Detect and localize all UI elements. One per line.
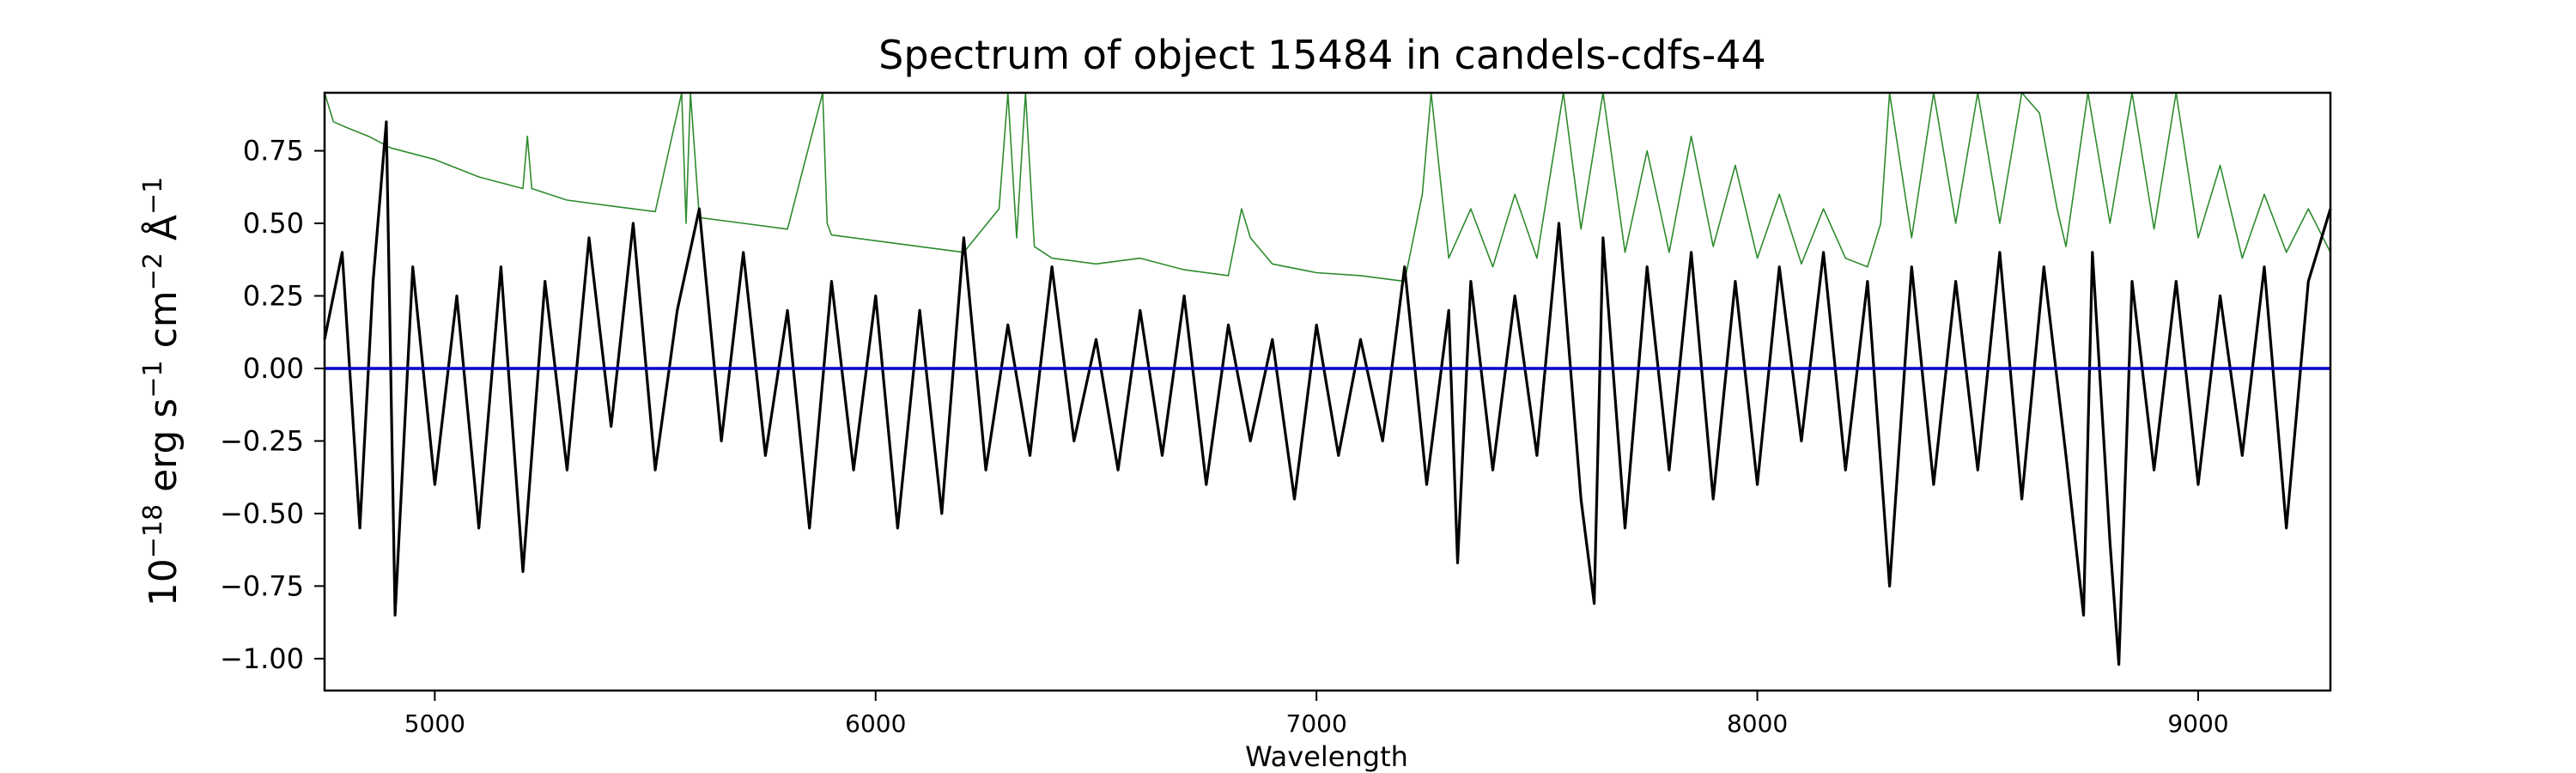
y-tick-label: −1.00 [220, 642, 304, 675]
x-tick-label: 9000 [2167, 709, 2228, 738]
flux-series-line [323, 120, 2332, 666]
x-tick-label: 6000 [845, 709, 906, 738]
y-tick-label: 0.25 [243, 280, 304, 313]
x-tick-label: 5000 [404, 709, 465, 738]
y-axis: 0.75 0.50 0.25 0.00 −0.25 −0.50 −0.75 −1.00 [220, 135, 325, 675]
y-tick-label: −0.75 [220, 569, 304, 602]
y-tick-label: −0.25 [220, 424, 304, 457]
error-series-line [324, 92, 2331, 283]
x-tick-label: 7000 [1286, 709, 1347, 738]
y-axis-label: 10−18 erg s−1 cm−2 Å−1 [138, 177, 186, 606]
y-tick-label: 0.50 [243, 207, 304, 240]
x-axis: 5000 6000 7000 8000 9000 [404, 691, 2229, 738]
x-axis-label: Wavelength [1245, 740, 1408, 773]
y-tick-label: −0.50 [220, 497, 304, 530]
x-tick-label: 8000 [1727, 709, 1788, 738]
y-tick-label: 0.00 [243, 352, 304, 385]
plot-area [323, 92, 2332, 666]
plot-frame [323, 91, 2332, 692]
chart-title: Spectrum of object 15484 in candels-cdfs… [878, 32, 1766, 78]
y-tick-label: 0.75 [243, 135, 304, 167]
